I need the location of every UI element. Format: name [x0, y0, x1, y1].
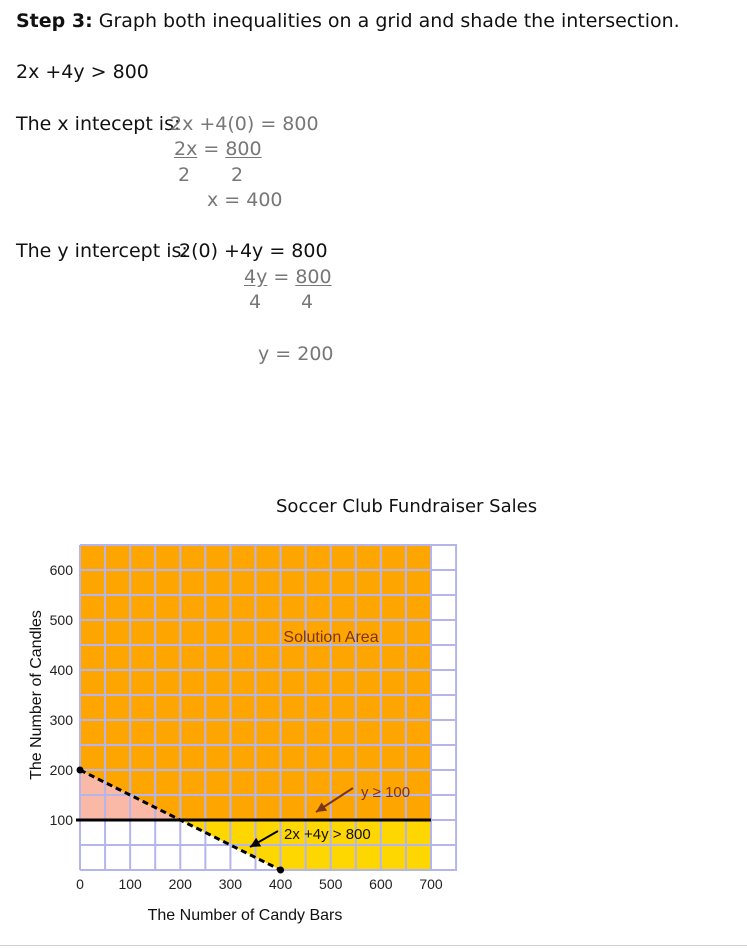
chart-title: Soccer Club Fundraiser Sales	[276, 496, 538, 517]
y-inequality-arrow-head	[316, 802, 328, 812]
x-intercept-eq1: 2x +4(0) = 800	[170, 113, 319, 135]
y-den-left: 4	[249, 291, 262, 313]
x-tick-label: 100	[118, 876, 142, 892]
step-text: Graph both inequalities on a grid and sh…	[92, 10, 680, 32]
y-den-right: 4	[301, 291, 314, 313]
x-axis-label: The Number of Candy Bars	[148, 907, 343, 924]
xy-inequality-label: 2x +4y > 800	[284, 826, 371, 843]
y-num-right: 800	[295, 266, 332, 288]
x-num-right: 800	[225, 138, 262, 160]
xy-inequality-arrow-head	[250, 837, 262, 847]
x-tick-label: 500	[319, 876, 343, 892]
x-num-left: 2x	[174, 138, 198, 160]
x-tick-label: 700	[419, 876, 443, 892]
y-inequality-label: y ≥ 100	[361, 784, 410, 801]
y-intercept-label: The y intercept is:	[16, 240, 188, 262]
x-intercept-point	[277, 866, 285, 874]
y-intercept-step2: 4y = 800	[244, 266, 332, 288]
y-tick-label: 500	[50, 612, 74, 628]
inequality-text: 2x +4y > 800	[16, 61, 149, 83]
step-label: Step 3:	[16, 10, 93, 32]
y-tick-label: 600	[50, 562, 74, 578]
x-intercept-result: x = 400	[207, 189, 283, 211]
x-tick-label: 400	[269, 876, 293, 892]
bottom-divider	[0, 945, 747, 946]
x-tick-label: 600	[369, 876, 393, 892]
y-tick-label: 100	[50, 812, 74, 828]
x-intercept-step2: 2x = 800	[174, 138, 262, 160]
solution-area-label: Solution Area	[283, 629, 378, 646]
boundary-line-dashed	[79, 768, 282, 872]
x-tick-label: 300	[219, 876, 243, 892]
y-intercept-point	[76, 766, 84, 774]
x-tick-label: 0	[76, 876, 84, 892]
x-den-left: 2	[178, 164, 191, 186]
y-tick-label: 200	[50, 762, 74, 778]
y-tick-label: 400	[50, 662, 74, 678]
x-num-eq: =	[197, 138, 226, 160]
y-axis-label: The Number of Candles	[28, 610, 45, 780]
y-num-eq: =	[267, 266, 296, 288]
x-den-right: 2	[231, 164, 244, 186]
x-intercept-label: The x intecept is:	[16, 113, 181, 135]
y-num-left: 4y	[244, 266, 268, 288]
step-heading: Step 3: Graph both inequalities on a gri…	[16, 10, 680, 32]
y-tick-label: 300	[50, 712, 74, 728]
x-tick-label: 200	[169, 876, 193, 892]
y-intercept-result: y = 200	[258, 343, 334, 365]
y-intercept-eq1: 2(0) +4y = 800	[179, 240, 328, 262]
